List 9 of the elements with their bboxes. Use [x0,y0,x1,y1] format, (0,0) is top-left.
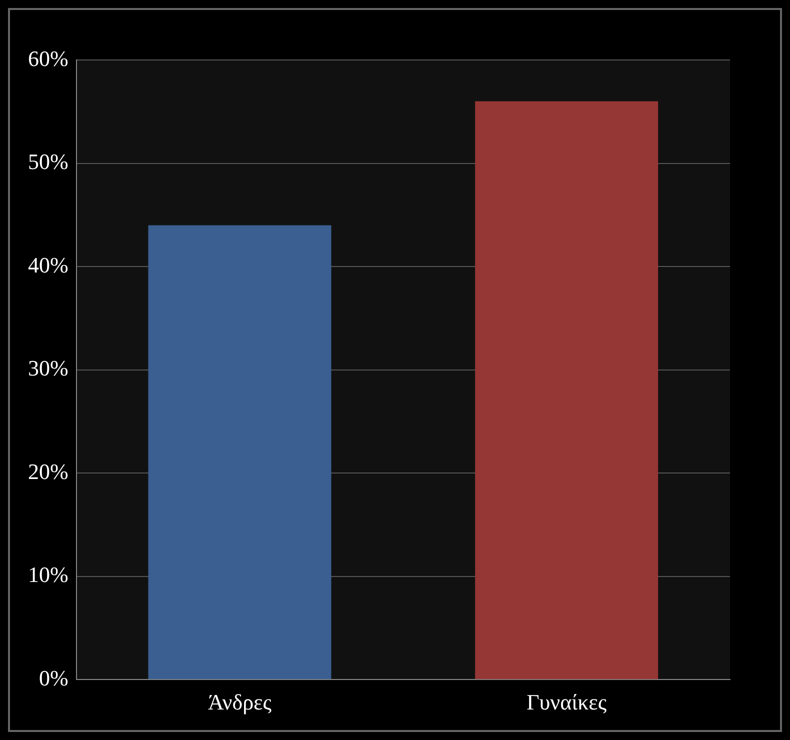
y-tick-label: 40% [28,252,68,278]
y-tick-label: 60% [28,46,68,71]
y-tick-label: 30% [28,356,68,381]
x-tick-label: Άνδρες [208,690,272,715]
y-tick-label: 20% [28,458,68,484]
x-tick-label: Γυναίκες [526,690,607,715]
y-tick-label: 0% [39,665,68,690]
y-tick-label: 50% [28,149,68,174]
y-tick-label: 10% [28,562,68,588]
